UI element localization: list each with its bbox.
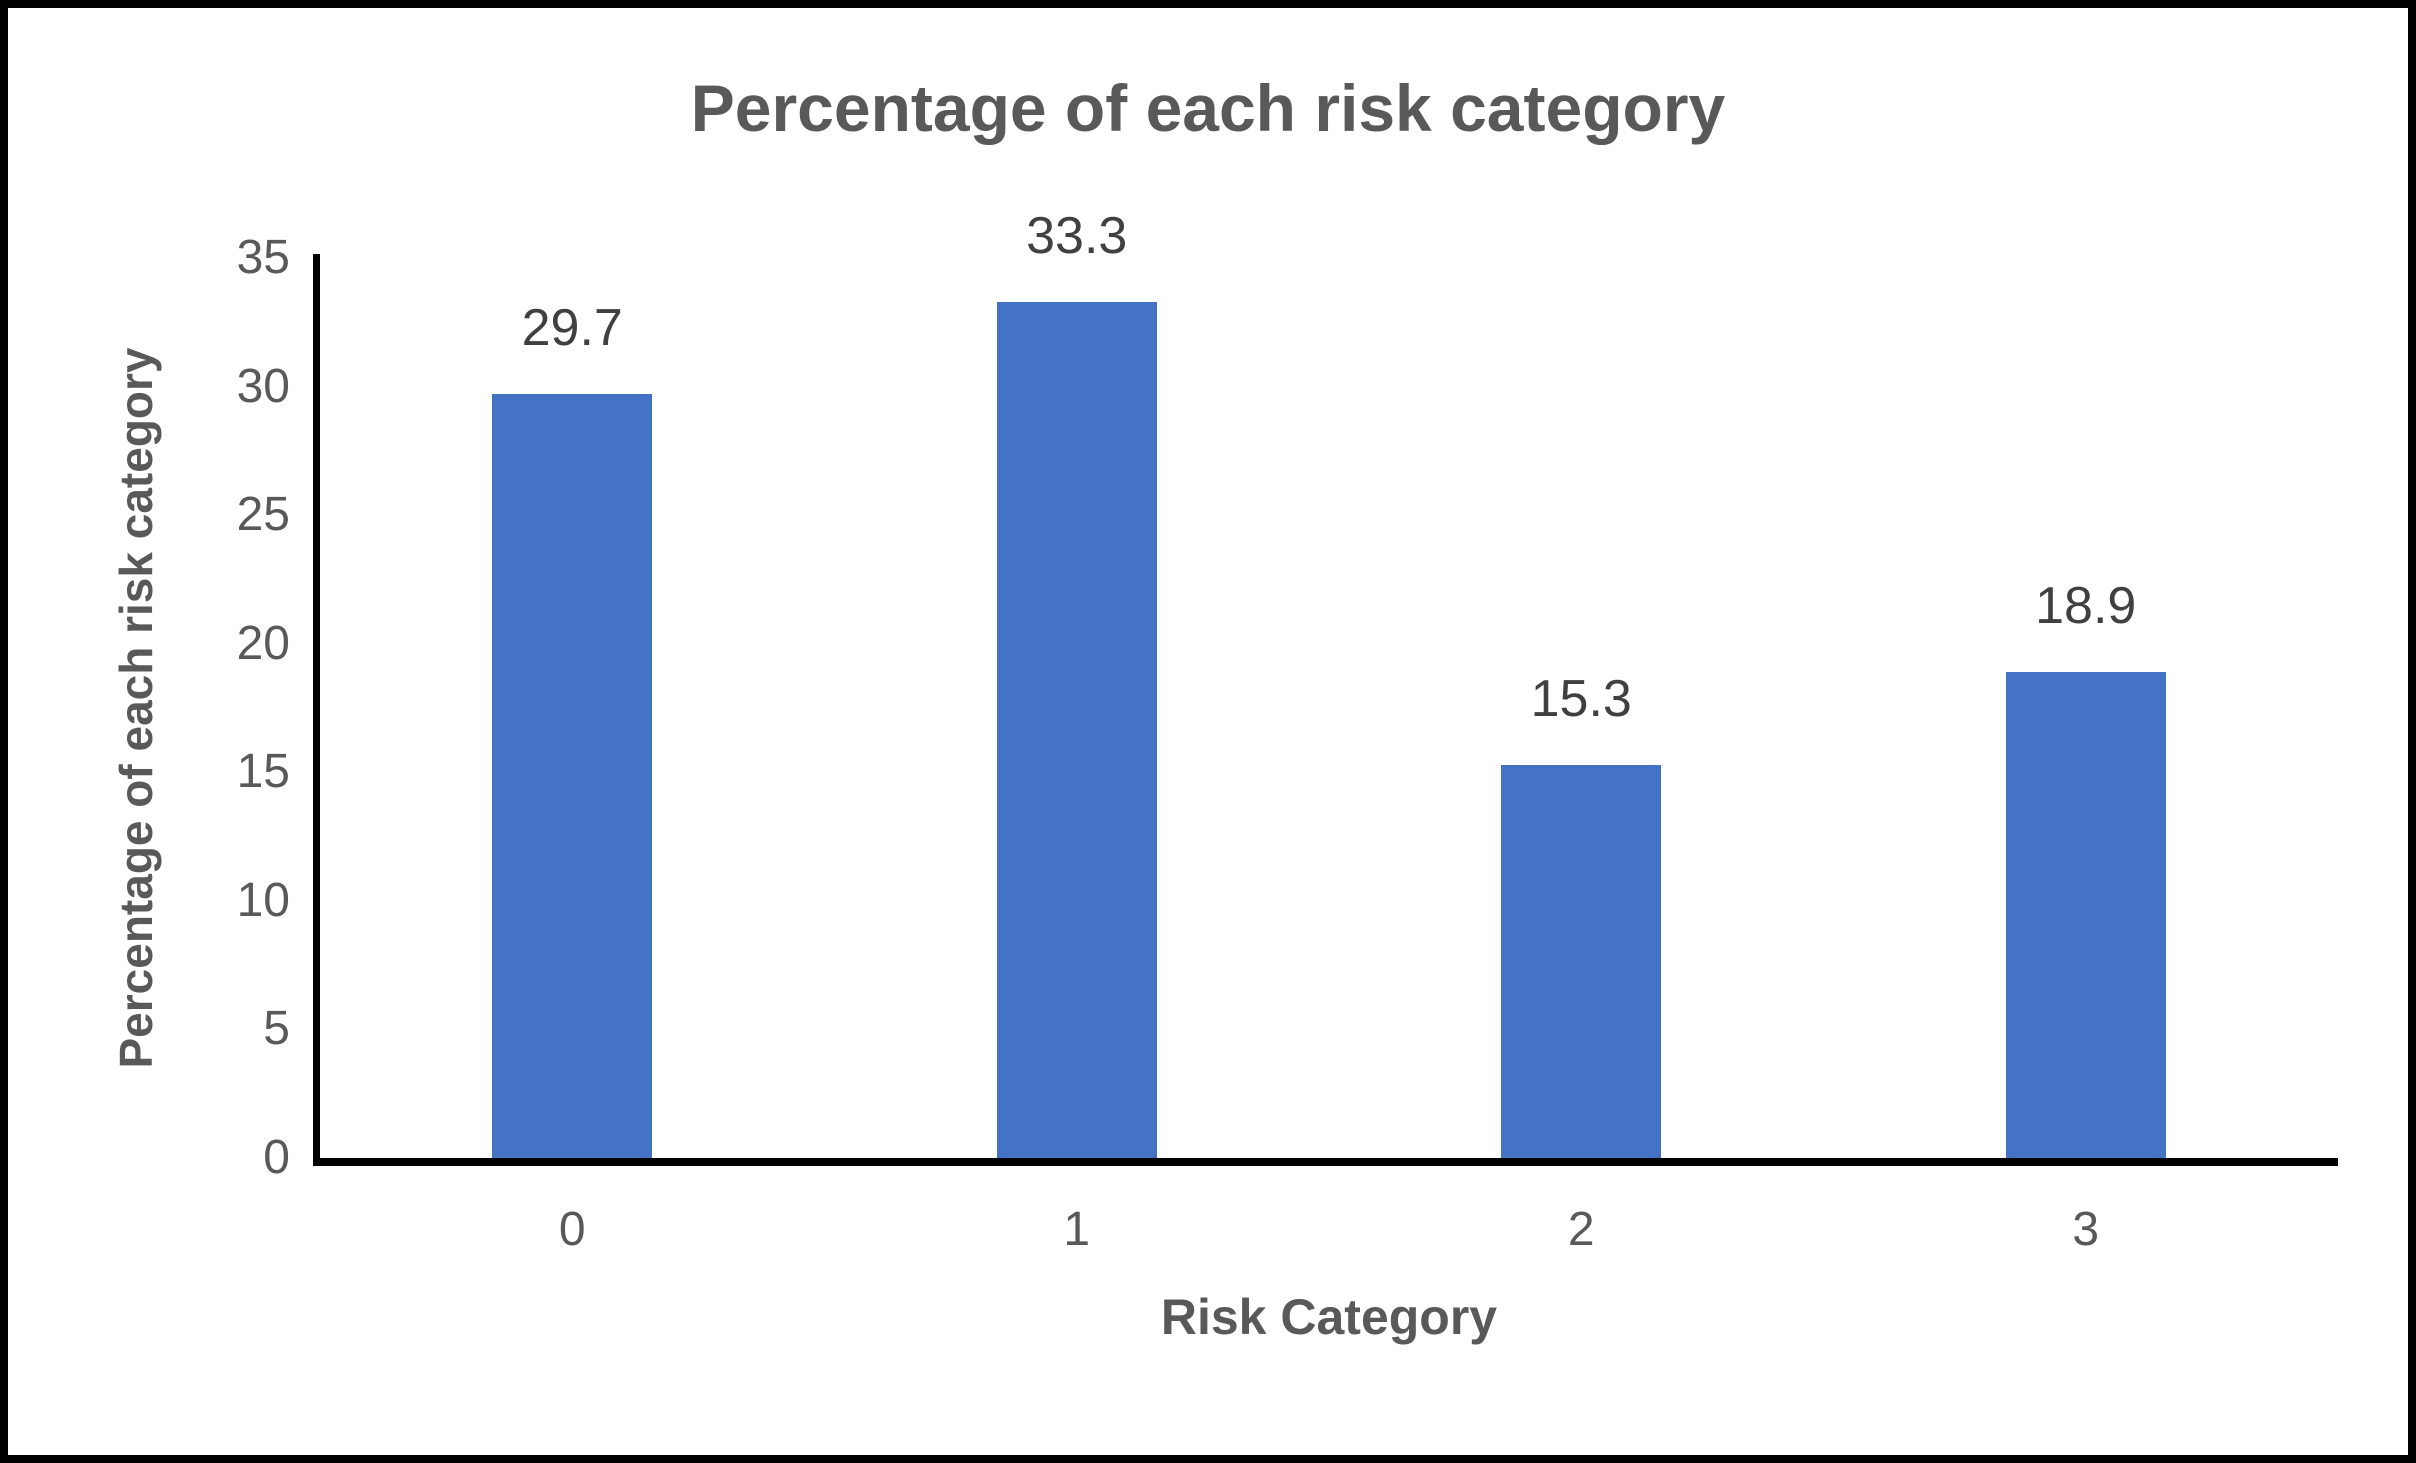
x-tick-label: 2 — [1567, 1203, 1595, 1256]
x-axis-line — [313, 1158, 2338, 1166]
bar — [1501, 764, 1662, 1158]
y-tick-label: 35 — [236, 231, 290, 284]
x-axis-title: Risk Category — [1160, 1289, 1498, 1345]
y-tick-label: 25 — [236, 488, 290, 542]
y-tick-label: 5 — [263, 1002, 290, 1056]
y-axis-title: Percentage of each risk category — [110, 347, 162, 1069]
y-tick-label: 30 — [236, 359, 290, 413]
bar — [2005, 672, 2166, 1158]
x-tick-label: 1 — [1063, 1203, 1091, 1256]
bar-value-label: 18.9 — [2035, 577, 2137, 635]
bar-value-label: 29.7 — [521, 299, 623, 358]
y-tick-label: 15 — [236, 745, 290, 799]
y-tick-label: 0 — [263, 1131, 290, 1184]
chart-title: Percentage of each risk category — [690, 71, 1726, 145]
bar — [492, 394, 653, 1158]
x-tick-label: 3 — [2072, 1203, 2100, 1256]
x-tick-label: 0 — [558, 1203, 586, 1256]
y-tick-label: 10 — [236, 873, 290, 927]
bar — [996, 301, 1157, 1158]
y-tick-label: 20 — [236, 616, 290, 670]
y-axis-line — [313, 254, 320, 1165]
bar-value-label: 15.3 — [1530, 669, 1632, 728]
bar-value-label: 33.3 — [1026, 206, 1128, 265]
